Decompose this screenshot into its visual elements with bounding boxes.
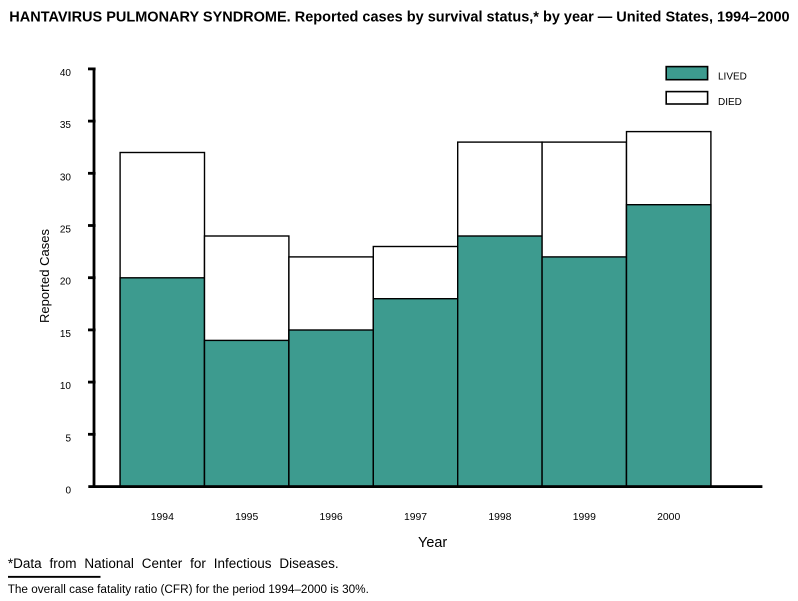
svg-text:Reported Cases: Reported Cases bbox=[37, 229, 52, 323]
svg-text:0: 0 bbox=[65, 486, 71, 497]
svg-text:35: 35 bbox=[60, 120, 72, 131]
svg-text:10: 10 bbox=[60, 381, 72, 392]
svg-text:15: 15 bbox=[60, 329, 72, 340]
svg-text:5: 5 bbox=[65, 433, 71, 444]
svg-text:1996: 1996 bbox=[320, 512, 343, 523]
svg-text:1998: 1998 bbox=[488, 512, 511, 523]
svg-text:1999: 1999 bbox=[573, 512, 596, 523]
svg-text:20: 20 bbox=[60, 277, 72, 288]
svg-text:DIED: DIED bbox=[718, 97, 742, 108]
svg-text:1997: 1997 bbox=[404, 512, 427, 523]
svg-text:LIVED: LIVED bbox=[718, 71, 747, 82]
svg-text:1995: 1995 bbox=[235, 512, 258, 523]
svg-text:Year: Year bbox=[418, 535, 447, 551]
svg-text:30: 30 bbox=[60, 172, 72, 183]
svg-text:HANTAVIRUS PULMONARY SYNDROME.: HANTAVIRUS PULMONARY SYNDROME. Reported … bbox=[9, 9, 789, 25]
svg-text:1994: 1994 bbox=[151, 512, 174, 523]
svg-text:The overall case fatality rati: The overall case fatality ratio (CFR) fo… bbox=[8, 583, 369, 596]
svg-text:40: 40 bbox=[60, 68, 72, 79]
svg-text:*Data from National Center for: *Data from National Center for Infectiou… bbox=[8, 556, 339, 571]
svg-text:2000: 2000 bbox=[657, 512, 680, 523]
svg-text:25: 25 bbox=[60, 225, 72, 236]
